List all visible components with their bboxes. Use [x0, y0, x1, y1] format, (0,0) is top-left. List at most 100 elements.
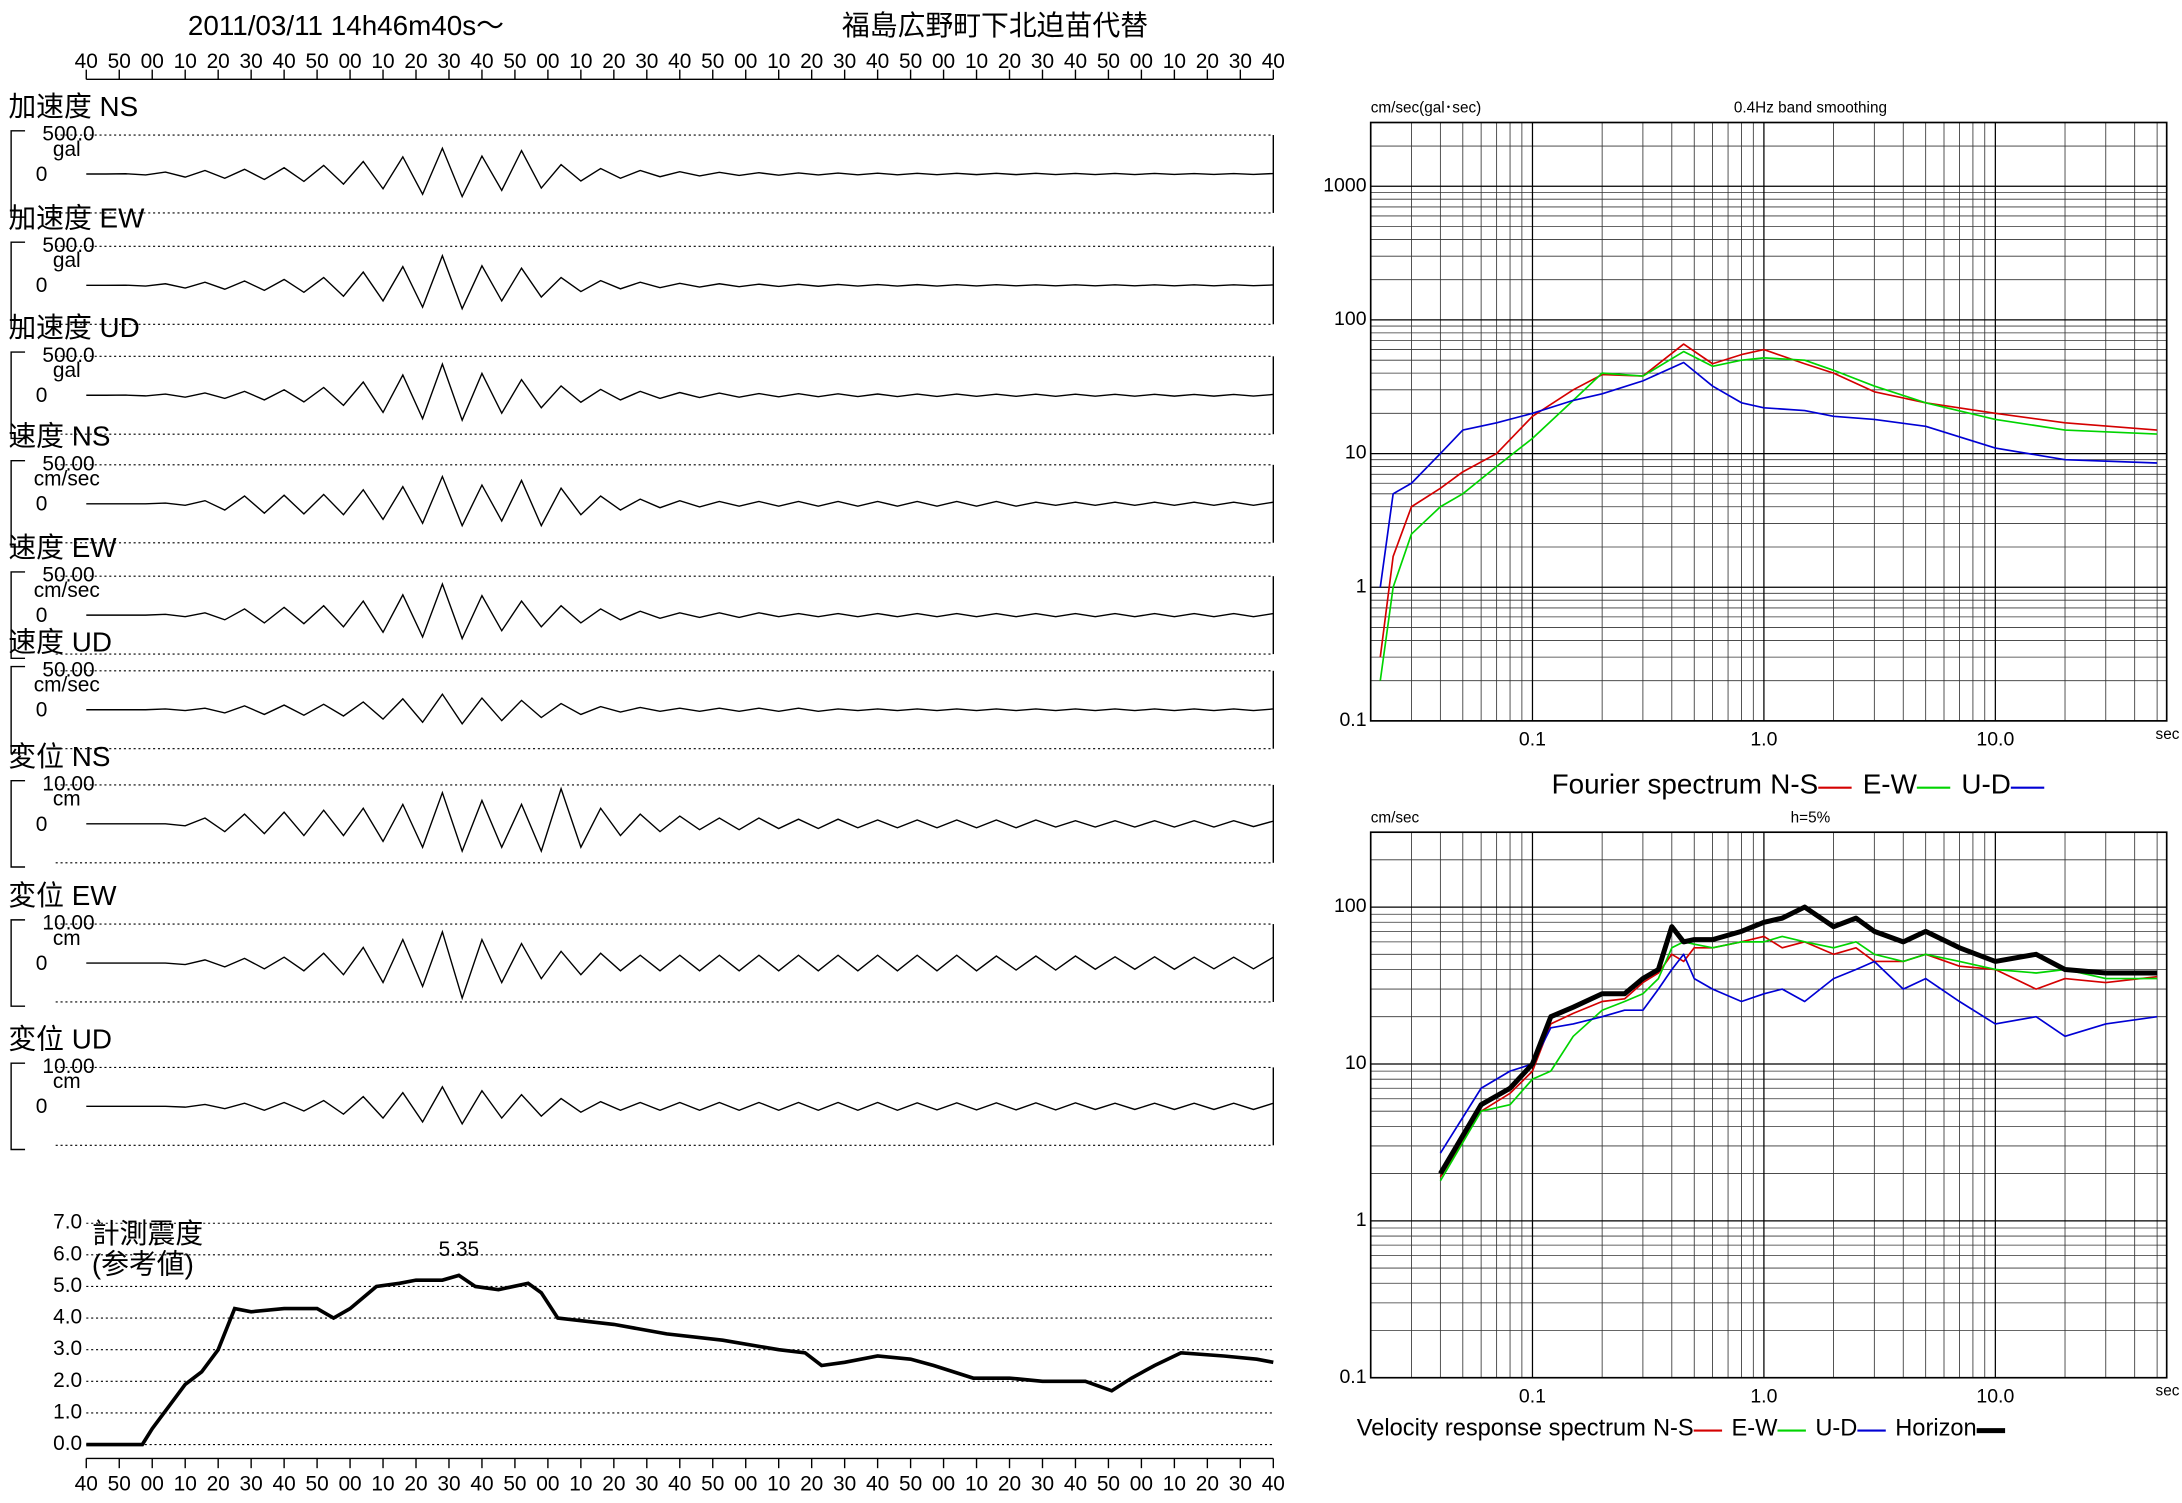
y-tick-label: 1.0 [53, 1400, 82, 1423]
spectrum-line [1379, 361, 2158, 588]
y-tick-label: 50.00 [42, 452, 94, 475]
trace-label: 速度 EW [8, 532, 117, 563]
x-tick-label: 20 [602, 50, 625, 73]
x-tick-label: 40 [470, 1472, 493, 1495]
peak-label: 5.35 [439, 1238, 480, 1261]
x-tick-label: 1.0 [1750, 729, 1777, 751]
x-tick-label: 40 [1262, 50, 1285, 73]
x-label: sec [2156, 726, 2180, 743]
x-tick-label: 20 [602, 1472, 625, 1495]
y-tick-label: 4.0 [53, 1306, 82, 1329]
y-tick-label: 0 [36, 813, 48, 836]
y-unit: cm/sec [34, 579, 100, 602]
x-tick-label: 10 [965, 50, 988, 73]
x-tick-label: 10.0 [1976, 729, 2014, 751]
y-tick-label: 0 [36, 163, 48, 186]
x-tick-label: 0.1 [1519, 729, 1546, 751]
plot-area [1370, 122, 2167, 721]
y-tick-label: 1000 [1323, 174, 1366, 196]
x-tick-label: 20 [800, 50, 823, 73]
y-tick-label: 500.0 [42, 234, 94, 257]
spectrum-line [1439, 935, 2158, 1182]
x-tick-label: 00 [932, 1472, 955, 1495]
x-tick-label: 50 [899, 1472, 922, 1495]
x-tick-label: 20 [207, 50, 230, 73]
y-tick-label: 0 [36, 274, 48, 297]
waveform [86, 474, 1274, 528]
y-tick-label: 500.0 [42, 123, 94, 146]
x-tick-label: 30 [1031, 1472, 1054, 1495]
x-tick-label: 30 [437, 50, 460, 73]
x-tick-label: 00 [141, 1472, 164, 1495]
y-tick-label: 10 [1345, 442, 1367, 464]
x-tick-label: 50 [1097, 50, 1120, 73]
trace-label: 加速度 UD [8, 312, 139, 343]
x-tick-label: 10 [1163, 50, 1186, 73]
x-tick-label: 40 [470, 50, 493, 73]
trace-bracket [10, 919, 26, 1007]
x-tick-label: 40 [75, 1472, 98, 1495]
x-tick-label: 50 [108, 1472, 131, 1495]
x-tick-label: 20 [404, 1472, 427, 1495]
x-tick-label: 50 [899, 50, 922, 73]
trace-bracket [10, 130, 26, 218]
x-tick-label: 00 [1130, 1472, 1153, 1495]
y-tick-label: 5.0 [53, 1274, 82, 1297]
y-tick-label: 10.00 [42, 1055, 94, 1078]
y-tick-label: 2.0 [53, 1369, 82, 1392]
x-tick-label: 50 [1097, 1472, 1120, 1495]
plot-frame [1369, 831, 2168, 1379]
plot-frame [1369, 121, 2168, 722]
y-tick-label: 1 [1356, 1209, 1367, 1231]
chart-title: 0.4Hz band smoothing [1734, 100, 1887, 117]
y-tick-label: 100 [1334, 308, 1367, 330]
x-tick-label: 40 [1064, 1472, 1087, 1495]
plot-area [1370, 832, 2167, 1378]
x-tick-label: 30 [240, 50, 263, 73]
y-unit: cm/sec [34, 468, 100, 491]
spectrum-line [1379, 350, 2158, 681]
x-tick-label: 10 [965, 1472, 988, 1495]
y-tick-label: 0 [36, 699, 48, 722]
spectrum-line [1439, 953, 2158, 1154]
x-tick-label: 20 [1196, 50, 1219, 73]
x-tick-label: 30 [833, 50, 856, 73]
x-tick-label: 50 [701, 50, 724, 73]
x-tick-label: 00 [536, 1472, 559, 1495]
y-tick-label: 0 [36, 493, 48, 516]
chart-title: h=5% [1791, 809, 1831, 826]
y-tick-label: 10 [1345, 1052, 1367, 1074]
legend-label: N-S [1770, 769, 1818, 800]
y-unit: cm [53, 788, 81, 811]
y-unit: cm/sec [34, 674, 100, 697]
x-tick-label: 40 [1064, 50, 1087, 73]
waveform [86, 692, 1274, 725]
waveform [86, 253, 1274, 311]
waveform [86, 929, 1274, 1001]
x-tick-label: 00 [536, 50, 559, 73]
y-tick-label: 50.00 [42, 564, 94, 587]
spectrum-line [1438, 904, 2158, 1175]
trace-bracket [10, 571, 26, 659]
trace-label: 変位 EW [8, 880, 117, 911]
waveform [86, 146, 1274, 199]
waveform [86, 581, 1274, 641]
x-tick-label: 30 [240, 1472, 263, 1495]
legend-label: N-S [1653, 1415, 1694, 1441]
y-tick-label: 0 [36, 384, 48, 407]
y-label: (参考値) [92, 1249, 194, 1280]
waveform [86, 362, 1274, 423]
trace-bracket [10, 241, 26, 330]
y-tick-label: 1 [1356, 575, 1367, 597]
x-tick-label: 00 [338, 1472, 361, 1495]
waveform [86, 786, 1274, 854]
x-tick-label: 40 [273, 1472, 296, 1495]
x-tick-label: 30 [833, 1472, 856, 1495]
y-tick-label: 0 [36, 604, 48, 627]
legend-label: Horizon [1895, 1415, 1976, 1441]
y-unit: gal [53, 249, 81, 272]
trace-label: 加速度 EW [8, 202, 145, 233]
x-tick-label: 30 [1229, 1472, 1252, 1495]
